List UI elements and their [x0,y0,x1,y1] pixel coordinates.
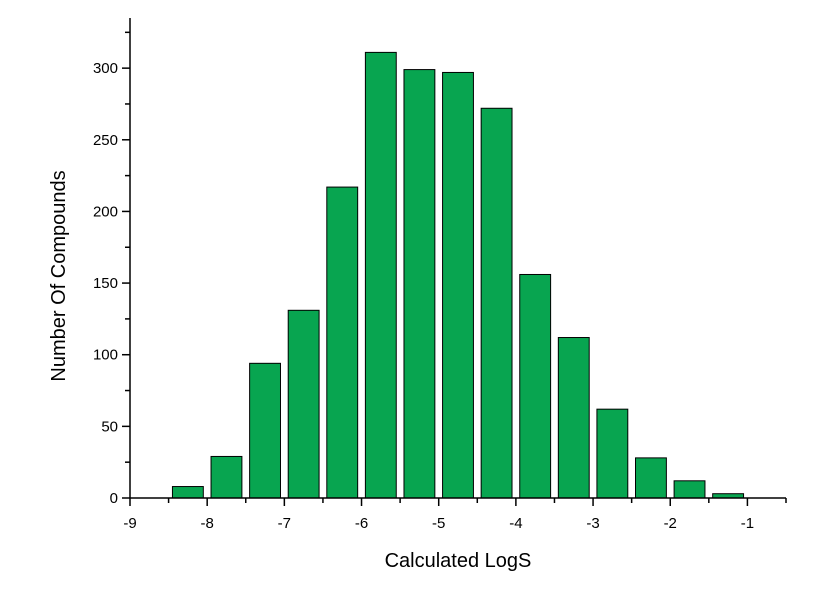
x-tick-label: -6 [355,515,368,532]
x-tick-label: -5 [432,515,445,532]
x-tick-label: -7 [278,515,291,532]
bar [171,486,204,499]
x-tick-label: -4 [509,515,522,532]
bars-layer [171,51,745,499]
y-tick-label: 100 [93,347,118,364]
bar [364,51,397,499]
y-tick-label: 200 [93,203,118,220]
y-tick-label: 300 [93,60,118,77]
bar [442,71,474,499]
bar [480,107,513,499]
y-tick-label: 250 [93,132,118,149]
bar [403,69,436,499]
y-tick-label: 150 [93,275,118,292]
bar [326,186,359,499]
y-axis-title: Number Of Compounds [48,170,70,381]
bar [557,337,590,499]
x-ticks: -9 -8 -7 -6 -5 -4 -3 -2 -1 [123,498,787,532]
x-tick-label: -3 [586,515,599,532]
x-tick-label: -1 [741,515,754,532]
x-axis-title: Calculated LogS [385,550,532,572]
bar [249,362,281,499]
bar [519,273,552,499]
x-tick-label: -8 [201,515,214,532]
y-tick-label: 50 [101,418,118,435]
x-tick-label: -2 [664,515,677,532]
bar [596,408,629,499]
bar [287,309,320,499]
axes-layer [129,18,786,499]
bar [635,457,667,499]
y-ticks: 0 50 100 150 200 250 300 [93,31,130,507]
y-tick-label: 0 [110,490,118,507]
bar [673,480,706,499]
x-tick-label: -9 [123,515,136,532]
bar [210,455,243,499]
